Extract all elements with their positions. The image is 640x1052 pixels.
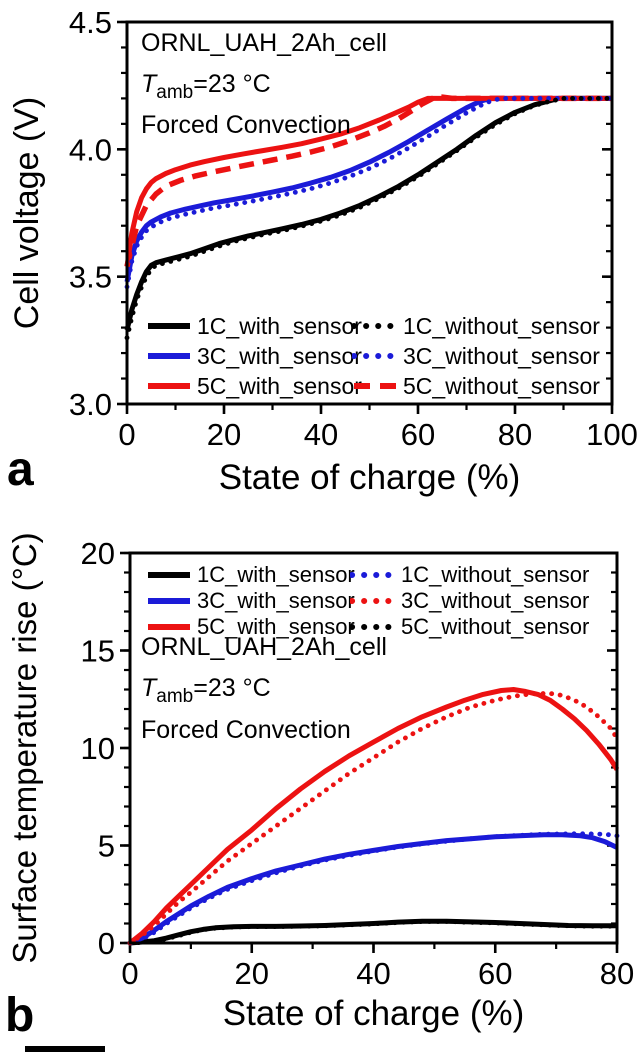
legend-label: 1C_with_sensor xyxy=(197,562,355,587)
legend-label: 5C_with_sensor xyxy=(197,372,362,399)
legend-label: 1C_without_sensor xyxy=(401,562,590,587)
series-1C_with_sensor xyxy=(129,918,617,946)
x-tick-label: 20 xyxy=(207,417,241,452)
legend-sample-dashed-line xyxy=(354,383,396,389)
tamb-symbol: T xyxy=(141,674,157,702)
legend-sample-solid-line xyxy=(148,383,190,389)
axis-frame-a xyxy=(125,20,614,406)
legend-row: 1C_with_sensor 1C_without_sensor xyxy=(146,562,589,588)
legend-row: 3C_with_sensor 3C_without_sensor xyxy=(146,588,589,614)
legend-sample-solid-line xyxy=(148,353,190,359)
legend-sample-dotted-line xyxy=(350,598,396,604)
legend-item: 1C_with_sensor xyxy=(146,562,355,588)
legend-sample-dotted-line xyxy=(350,624,396,630)
legend-label: 3C_without_sensor xyxy=(401,588,590,613)
legend-panel-a: 1C_with_sensor 1C_without_sensor 3C_with_s… xyxy=(146,311,600,401)
legend-sample-solid-line xyxy=(148,323,190,329)
x-tick-label: 60 xyxy=(401,417,435,452)
axis-frame-b xyxy=(128,551,619,945)
legend-label: 3C_with_sensor xyxy=(197,588,355,613)
series-5C_without_sensor xyxy=(127,919,620,946)
x-tick-label: 40 xyxy=(304,417,338,452)
legend-row: 1C_with_sensor 1C_without_sensor xyxy=(146,311,600,341)
annotation-ambient-temp-b: Tamb=23 °C xyxy=(141,674,271,707)
tamb-value: =23 °C xyxy=(193,70,271,98)
x-tick-label: 40 xyxy=(356,956,390,991)
legend-label: 5C_without_sensor xyxy=(403,372,600,399)
legend-item: 5C_without_sensor xyxy=(352,373,600,400)
legend-item: 1C_without_sensor xyxy=(352,313,600,340)
legend-item: 5C_without_sensor xyxy=(350,614,589,640)
x-tick-label: 80 xyxy=(498,417,532,452)
y-axis-title-a: Cell voltage (V) xyxy=(7,96,46,330)
y-tick-label: 15 xyxy=(81,634,115,669)
legend-item: 3C_without_sensor xyxy=(350,588,589,614)
legend-item: 1C_without_sensor xyxy=(350,562,589,588)
legend-item: 5C_with_sensor xyxy=(146,614,355,640)
annotation-convection-a: Forced Convection xyxy=(141,111,351,139)
x-tick-label: 80 xyxy=(600,956,634,991)
tamb-subscript: amb xyxy=(156,82,194,103)
tamb-value: =23 °C xyxy=(193,674,271,702)
y-tick-label: 3.0 xyxy=(69,387,112,422)
legend-item: 3C_with_sensor xyxy=(146,588,355,614)
legend-label: 3C_with_sensor xyxy=(197,342,362,369)
legend-label: 5C_with_sensor xyxy=(197,614,355,639)
series-5C_with_sensor xyxy=(124,95,612,267)
series-1C_without_sensor xyxy=(124,96,615,341)
legend-sample-dotted-line xyxy=(352,353,398,359)
legend-sample-solid-line xyxy=(148,572,190,578)
series-5C_with_sensor xyxy=(128,687,620,945)
x-axis-title-a: State of charge (%) xyxy=(218,458,521,497)
legend-item: 5C_with_sensor xyxy=(146,373,362,400)
cropped-next-panel-edge xyxy=(25,1046,105,1052)
series-5C_without_sensor xyxy=(124,94,612,268)
annotation-ambient-temp-a: Tamb=23 °C xyxy=(141,70,271,103)
legend-row: 5C_with_sensor 5C_without_sensor xyxy=(146,371,600,401)
y-tick-label: 4.5 xyxy=(69,5,112,40)
series-3C_with_sensor xyxy=(124,95,612,283)
x-tick-label: 20 xyxy=(235,956,269,991)
series-3C_without_sensor xyxy=(124,96,615,290)
y-tick-label: 20 xyxy=(81,536,115,571)
panel-letter-a: a xyxy=(7,443,34,496)
panel-letter-b: b xyxy=(5,989,35,1042)
y-tick-label: 10 xyxy=(81,731,115,766)
y-axis-title-b: Surface temperature rise (°C) xyxy=(6,532,43,964)
legend-label: 1C_without_sensor xyxy=(403,312,600,339)
series-3C_without_sensor xyxy=(127,691,620,946)
x-axis-title-b: State of charge (%) xyxy=(222,994,525,1033)
legend-row: 3C_with_sensor 3C_without_sensor xyxy=(146,341,600,371)
legend-item: 1C_with_sensor xyxy=(146,313,362,340)
tamb-symbol: T xyxy=(141,70,157,98)
x-tick-label: 0 xyxy=(118,417,135,452)
legend-sample-dotted-line xyxy=(350,572,396,578)
legend-sample-solid-line xyxy=(148,598,190,604)
legend-panel-b: 1C_with_sensor 1C_without_sensor 3C_with_s… xyxy=(146,562,589,640)
legend-label: 3C_without_sensor xyxy=(403,342,600,369)
y-tick-label: 4.0 xyxy=(69,132,112,167)
legend-row: 5C_with_sensor 5C_without_sensor xyxy=(146,614,589,640)
x-tick-label: 0 xyxy=(121,956,138,991)
annotation-convection-b: Forced Convection xyxy=(141,716,351,744)
legend-item: 3C_with_sensor xyxy=(146,343,362,370)
legend-sample-solid-line xyxy=(148,624,190,630)
annotation-cell-name-b: ORNL_UAH_2Ah_cell xyxy=(141,633,387,661)
x-tick-label: 100 xyxy=(586,417,638,452)
y-tick-label: 0 xyxy=(98,926,115,961)
y-tick-label: 5 xyxy=(98,829,115,864)
annotation-cell-name-a: ORNL_UAH_2Ah_cell xyxy=(141,29,387,57)
legend-label: 5C_without_sensor xyxy=(401,614,590,639)
legend-item: 3C_without_sensor xyxy=(352,343,600,370)
legend-label: 1C_with_sensor xyxy=(197,312,362,339)
tamb-subscript: amb xyxy=(156,686,194,707)
y-tick-label: 3.5 xyxy=(69,260,112,295)
legend-sample-dotted-line xyxy=(352,323,398,329)
x-tick-label: 60 xyxy=(478,956,512,991)
